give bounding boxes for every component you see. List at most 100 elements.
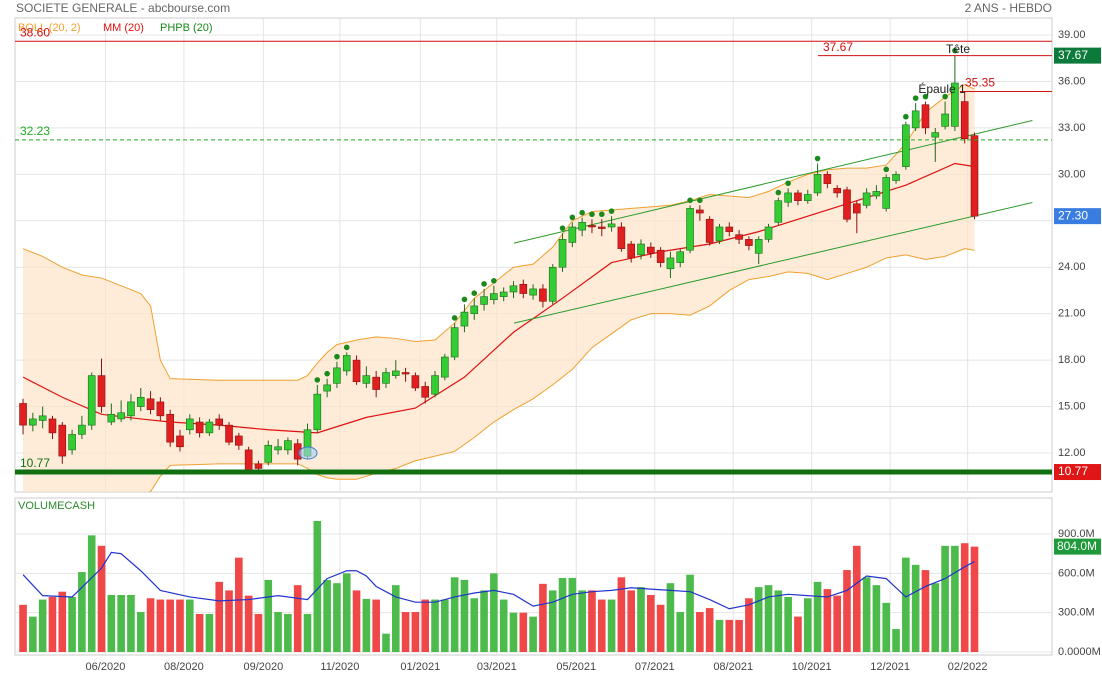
candle-body <box>931 132 940 138</box>
candle-body <box>313 393 322 431</box>
x-tick-label: 05/2021 <box>556 661 596 673</box>
candle-body <box>705 218 714 243</box>
candle-body <box>607 223 616 228</box>
candle-body <box>166 413 174 443</box>
trendline <box>513 202 1033 324</box>
candle-body <box>127 401 135 417</box>
volume-bar <box>166 599 174 652</box>
candle-body <box>58 424 67 457</box>
volume-bar <box>715 619 724 652</box>
candle-body <box>460 311 469 327</box>
overlay: BOLL (20, 2) MM (20) PHPB (20) 39.00 36.00 33… <box>15 22 1101 673</box>
volume-bar <box>136 612 145 652</box>
phpb-point <box>569 214 576 221</box>
candle-body <box>676 251 685 263</box>
volume-bar <box>450 577 459 652</box>
volume-title: VOLUMECASH <box>18 500 95 512</box>
phpb-point <box>922 93 929 100</box>
volume-bar <box>921 570 930 652</box>
candle-body <box>784 192 792 203</box>
volume-bar <box>480 590 488 652</box>
volume-bar <box>853 545 861 652</box>
candle-body <box>843 189 851 220</box>
x-tick-label: 03/2021 <box>477 661 517 673</box>
x-tick-label: 09/2020 <box>243 661 283 673</box>
candle-body <box>911 110 920 129</box>
volume-bar <box>647 594 655 652</box>
volume-bar <box>519 612 528 652</box>
volume-bar <box>970 546 979 652</box>
volume-bar <box>58 591 67 652</box>
candle-body <box>185 418 194 431</box>
candle-body <box>794 192 802 201</box>
phpb-point <box>491 278 497 284</box>
candle-body <box>627 243 635 259</box>
phpb-point <box>559 225 566 231</box>
y-tick-label: 39.00 <box>1058 29 1086 41</box>
candle-body <box>431 375 439 395</box>
phpb-point <box>324 370 330 377</box>
candle-body <box>597 226 606 229</box>
candle-body <box>529 288 537 296</box>
volume-bar <box>882 602 891 652</box>
phpb-point <box>334 353 340 360</box>
x-tick-label: 02/2022 <box>948 661 988 673</box>
candle-body <box>19 403 27 426</box>
candle-body <box>754 239 763 254</box>
volume-bar <box>274 612 282 652</box>
candle-body <box>176 435 184 448</box>
price-marker-label: 10.77 <box>1058 464 1088 478</box>
candle-body <box>29 418 37 426</box>
candle-body <box>656 249 665 263</box>
candle-body <box>205 421 214 434</box>
bollinger-fill <box>23 84 975 492</box>
candle-body <box>411 375 420 389</box>
candle-body <box>882 177 891 209</box>
volume-bar <box>509 612 518 652</box>
candle-body <box>568 226 577 243</box>
candle-body <box>38 415 47 421</box>
volume-bar <box>656 604 665 652</box>
volume-bar <box>362 598 371 652</box>
volume-bar <box>244 595 253 652</box>
y-tick-label: 900.0M <box>1058 528 1095 540</box>
x-tick-label: 01/2021 <box>400 661 440 673</box>
volume-bar <box>460 579 469 652</box>
volume-bar <box>401 612 410 652</box>
candle-body <box>725 226 734 232</box>
phpb-point <box>903 113 909 120</box>
volume-bar <box>843 570 851 652</box>
volume-bar <box>421 599 430 652</box>
price-marker-label: 27.30 <box>1058 208 1088 222</box>
volume-bar <box>754 587 763 652</box>
volume-bar <box>911 564 920 652</box>
volume-bar <box>146 598 155 652</box>
y-tick-label: 600.0M <box>1058 567 1095 579</box>
volume-bar <box>441 599 449 652</box>
volume-bar <box>548 590 557 652</box>
candle-body <box>745 239 753 246</box>
volume-bar <box>411 612 420 652</box>
volume-bar <box>676 612 685 652</box>
candle-body <box>391 370 400 376</box>
candle-body <box>853 203 861 214</box>
candle-body <box>735 234 743 240</box>
candle-body <box>519 283 528 294</box>
volume-bar <box>892 629 900 652</box>
candle-body <box>499 291 508 297</box>
volume-bar <box>48 596 57 652</box>
phpb-point <box>687 197 693 204</box>
volume-bar <box>342 573 351 652</box>
candle-body <box>235 435 243 446</box>
volume-bar <box>264 579 273 652</box>
x-tick-label: 08/2021 <box>713 661 753 673</box>
volume-bar <box>499 599 508 652</box>
volume-bar <box>87 535 96 652</box>
candle-body <box>87 375 96 426</box>
candle-body <box>647 246 655 254</box>
volume-bar <box>382 633 390 652</box>
candle-body <box>803 194 812 201</box>
candle-body <box>342 355 351 372</box>
x-tick-label: 07/2021 <box>635 661 675 673</box>
